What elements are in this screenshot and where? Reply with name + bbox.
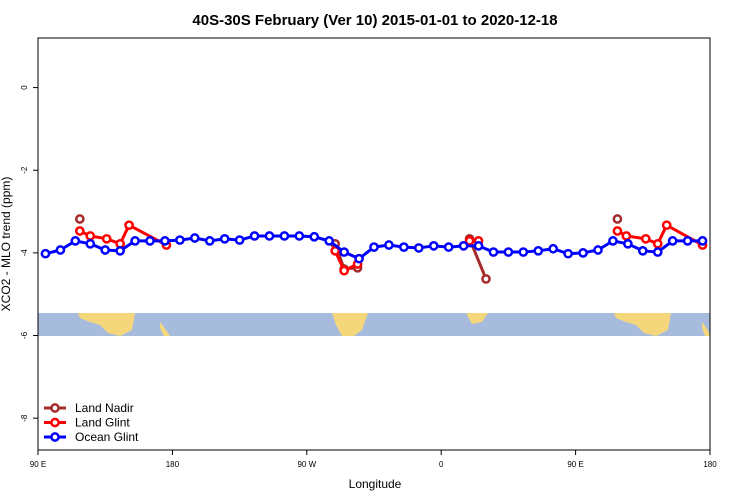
x-tick-label: 90 E (567, 460, 583, 469)
data-point (612, 214, 623, 224)
data-point (612, 226, 623, 236)
data-point (189, 233, 200, 243)
data-point (55, 245, 66, 255)
data-point (682, 236, 693, 246)
data-point (219, 233, 230, 244)
y-tick-label: -8 (20, 414, 29, 422)
data-point (503, 247, 514, 257)
y-tick-label: -4 (20, 249, 29, 257)
data-point (339, 265, 349, 276)
x-tick-label: 0 (439, 460, 444, 469)
data-point (234, 235, 245, 245)
x-axis-label: Longitude (349, 477, 402, 491)
data-point (85, 231, 96, 241)
data-point (354, 253, 364, 264)
x-tick-label: 90 E (30, 460, 46, 469)
data-point (124, 220, 134, 231)
data-point (40, 248, 51, 259)
data-point (608, 236, 618, 246)
x-tick-label: 180 (703, 460, 717, 469)
x-tick-label: 180 (166, 460, 180, 469)
data-point (578, 248, 588, 258)
data-point (101, 233, 112, 244)
y-tick-label: -6 (20, 331, 29, 339)
legend-label: Land Nadir (75, 401, 134, 415)
data-point (621, 231, 632, 241)
data-point (324, 236, 335, 246)
data-point (339, 247, 349, 257)
data-point (70, 236, 81, 246)
y-tick-label: 0 (20, 85, 29, 90)
data-point (443, 242, 454, 252)
data-point (518, 247, 529, 257)
data-point (488, 247, 499, 257)
data-point (369, 242, 379, 252)
data-point (481, 274, 491, 284)
data-point (563, 248, 573, 259)
data-point (593, 245, 603, 255)
data-point (204, 236, 215, 246)
data-point (100, 245, 111, 255)
data-point (640, 233, 651, 244)
data-point (652, 247, 663, 257)
data-point (661, 220, 672, 231)
legend-label: Ocean Glint (75, 430, 139, 444)
y-tick-label: -2 (20, 166, 29, 174)
data-point (548, 243, 559, 254)
data-point (264, 231, 275, 241)
y-axis-label: XCO2 - MLO trend (ppm) (0, 177, 13, 312)
data-point (623, 238, 633, 249)
data-point (413, 243, 424, 253)
data-point (145, 236, 155, 246)
x-tick-label: 90 W (297, 460, 316, 469)
map-strip (38, 313, 710, 336)
data-point (384, 240, 394, 250)
data-point (130, 236, 140, 246)
data-point (74, 214, 85, 224)
data-point (458, 241, 469, 251)
legend-marker (50, 417, 60, 428)
plot-frame (37, 37, 711, 451)
legend-marker (50, 403, 60, 413)
data-point (175, 235, 185, 245)
data-point (533, 245, 544, 256)
data-point (160, 236, 170, 246)
data-point (115, 245, 125, 256)
data-point (74, 226, 85, 236)
data-point (249, 231, 260, 241)
legend-marker (50, 432, 60, 442)
data-point (473, 241, 484, 251)
data-point (294, 231, 305, 241)
data-point (399, 242, 409, 252)
data-point (85, 238, 96, 249)
data-point (428, 241, 439, 251)
data-point (652, 238, 663, 249)
data-point (637, 245, 648, 256)
data-point (309, 231, 320, 242)
data-point (279, 231, 290, 241)
data-point (667, 236, 678, 246)
chart-title: 40S-30S February (Ver 10) 2015-01-01 to … (192, 12, 557, 29)
data-point (697, 236, 708, 246)
legend-label: Land Glint (75, 416, 130, 430)
